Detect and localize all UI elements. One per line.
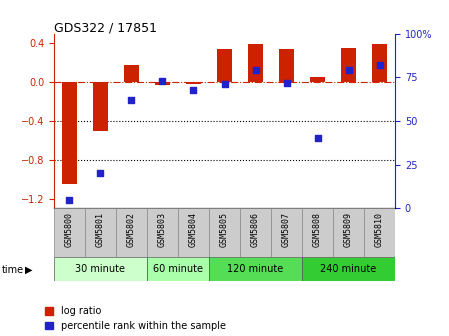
Text: 120 minute: 120 minute [227, 264, 284, 274]
Text: 30 minute: 30 minute [75, 264, 125, 274]
Bar [341, 48, 357, 82]
Bar [123, 65, 139, 82]
Point [128, 97, 135, 103]
Point [283, 80, 290, 85]
Bar [147, 208, 178, 257]
Bar [302, 257, 395, 281]
Bar [92, 82, 108, 131]
Bar [217, 49, 232, 82]
Text: ▶: ▶ [25, 265, 32, 275]
Bar [372, 44, 387, 82]
Text: GSM5801: GSM5801 [96, 212, 105, 247]
Text: GSM5804: GSM5804 [189, 212, 198, 247]
Bar [310, 77, 326, 82]
Text: GSM5806: GSM5806 [251, 212, 260, 247]
Bar [54, 208, 85, 257]
Bar [54, 257, 147, 281]
Bar [279, 49, 294, 82]
Bar [147, 257, 209, 281]
Text: 240 minute: 240 minute [321, 264, 377, 274]
Text: GDS322 / 17851: GDS322 / 17851 [54, 22, 157, 35]
Bar [209, 208, 240, 257]
Text: GSM5803: GSM5803 [158, 212, 167, 247]
Text: time: time [2, 265, 24, 275]
Bar [178, 208, 209, 257]
Bar [302, 208, 333, 257]
Point [159, 78, 166, 83]
Point [97, 171, 104, 176]
Point [345, 68, 352, 73]
Point [376, 62, 383, 68]
Text: 60 minute: 60 minute [153, 264, 203, 274]
Point [66, 197, 73, 202]
Text: GSM5808: GSM5808 [313, 212, 322, 247]
Text: GSM5809: GSM5809 [344, 212, 353, 247]
Text: GSM5800: GSM5800 [65, 212, 74, 247]
Bar [248, 44, 263, 82]
Bar [209, 257, 302, 281]
Bar [333, 208, 364, 257]
Bar [62, 82, 77, 184]
Bar [116, 208, 147, 257]
Bar [155, 82, 170, 85]
Bar [186, 82, 201, 84]
Text: GSM5807: GSM5807 [282, 212, 291, 247]
Text: GSM5805: GSM5805 [220, 212, 229, 247]
Legend: log ratio, percentile rank within the sample: log ratio, percentile rank within the sa… [45, 306, 226, 331]
Bar [240, 208, 271, 257]
Point [314, 136, 321, 141]
Point [252, 68, 259, 73]
Text: GSM5802: GSM5802 [127, 212, 136, 247]
Point [190, 87, 197, 92]
Bar [364, 208, 395, 257]
Point [221, 82, 228, 87]
Bar [271, 208, 302, 257]
Text: GSM5810: GSM5810 [375, 212, 384, 247]
Bar [85, 208, 116, 257]
